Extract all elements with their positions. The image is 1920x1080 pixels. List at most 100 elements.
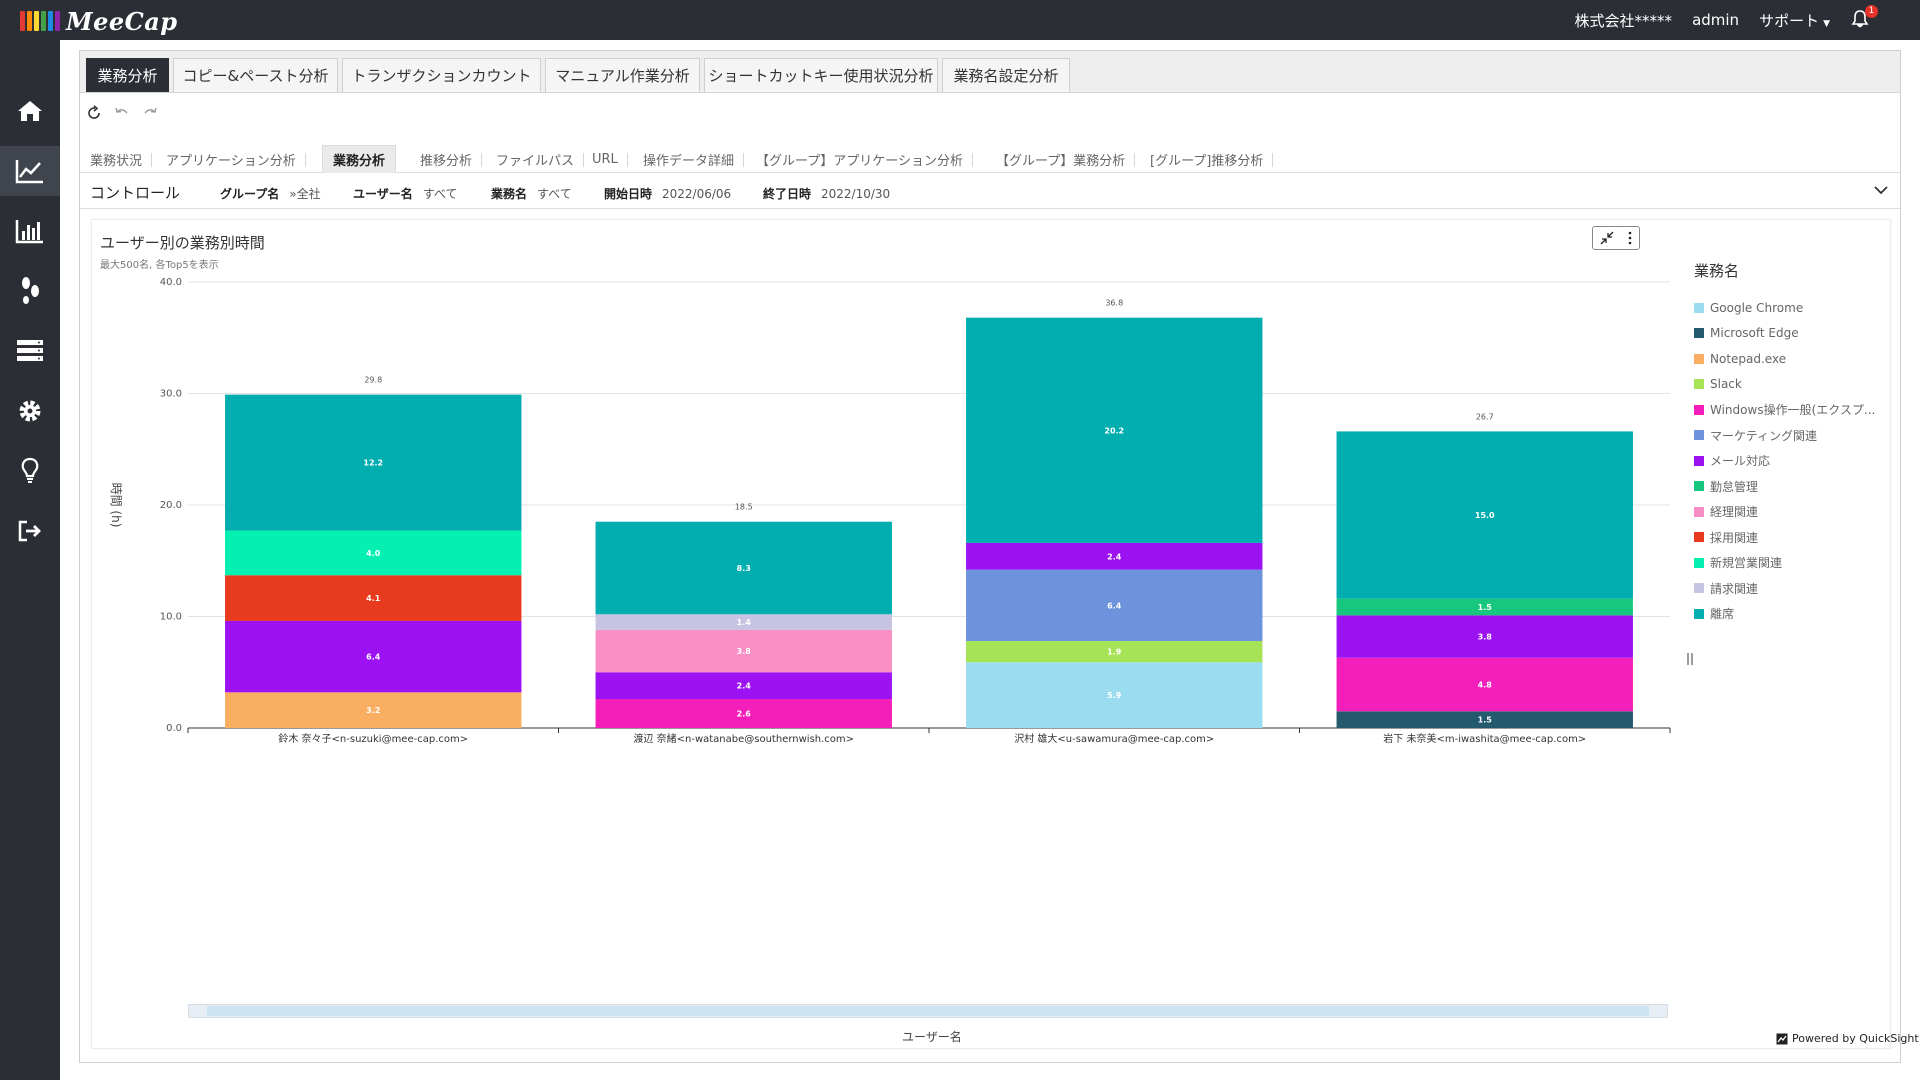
tab-label: 業務分析 xyxy=(97,67,158,85)
tab-manual-work[interactable]: マニュアル作業分析 xyxy=(545,58,700,92)
legend-label: 勤怠管理 xyxy=(1710,479,1759,494)
tab-gyomu-bunseki[interactable]: 業務分析 xyxy=(86,58,169,92)
redo-icon[interactable] xyxy=(142,105,158,121)
bar-chart-icon xyxy=(15,220,43,244)
bar-segment xyxy=(966,641,1263,663)
legend-item[interactable]: Windows操作一般(エクスプ... xyxy=(1694,397,1884,423)
undo-icon[interactable] xyxy=(114,105,130,121)
tab-label: トランザクションカウント xyxy=(351,67,532,85)
legend-item[interactable]: 離席 xyxy=(1694,601,1884,627)
sidebar-item-bar-chart[interactable] xyxy=(0,206,60,256)
sidebar-item-ideas[interactable] xyxy=(0,446,60,496)
legend-item[interactable]: 新規営業関連 xyxy=(1694,550,1884,576)
legend-item[interactable]: Slack xyxy=(1694,372,1884,398)
sidebar-item-footsteps[interactable] xyxy=(0,266,60,316)
subtab-gyomu-jokyo[interactable]: 業務状況 xyxy=(80,145,153,173)
legend-label: Notepad.exe xyxy=(1710,351,1787,366)
app-logo[interactable]: MeeCap xyxy=(20,6,178,36)
legend-swatch xyxy=(1694,608,1704,619)
tab-shortcut-usage[interactable]: ショートカットキー使用状況分析 xyxy=(704,58,938,92)
bar-total-label: 18.5 xyxy=(735,503,753,512)
subtab-url[interactable]: URL xyxy=(582,145,628,173)
x-tick-label: 鈴木 奈々子<n-suzuki@mee-cap.com> xyxy=(278,732,468,745)
filter-value: すべて xyxy=(537,187,572,201)
y-tick-label: 20.0 xyxy=(160,500,182,511)
tab-copy-paste[interactable]: コピー&ペースト分析 xyxy=(173,58,338,92)
bell-icon xyxy=(1851,10,1869,28)
support-menu[interactable]: サポート ▼ xyxy=(1759,10,1830,31)
user-menu[interactable]: admin xyxy=(1692,11,1740,29)
powered-by-text: Powered by QuickSight xyxy=(1792,1032,1919,1045)
resize-handle-icon[interactable] xyxy=(1686,652,1694,666)
legend-label: 離席 xyxy=(1710,607,1735,622)
data-label: 1.5 xyxy=(1478,716,1493,725)
data-label: 6.4 xyxy=(366,653,381,662)
legend-label: 請求関連 xyxy=(1710,581,1759,596)
home-icon xyxy=(18,101,42,121)
notification-button[interactable]: 1 xyxy=(1850,5,1878,31)
bar-segment xyxy=(595,629,892,673)
legend-item[interactable]: 経理関連 xyxy=(1694,499,1884,525)
logo-stripe xyxy=(41,11,46,31)
subtab-group-app[interactable]: 【グループ】アプリケーション分析 xyxy=(746,145,973,173)
subtab-label: 操作データ詳細 xyxy=(643,153,735,169)
legend-label: Microsoft Edge xyxy=(1710,326,1799,341)
bar-segment xyxy=(225,575,522,621)
bar-segment xyxy=(595,672,892,700)
filter-user[interactable]: ユーザー名 すべて xyxy=(353,185,457,202)
scroll-thumb[interactable] xyxy=(207,1006,1649,1016)
sidebar-item-trend[interactable] xyxy=(0,146,60,196)
legend-item[interactable]: 採用関連 xyxy=(1694,525,1884,551)
sidebar xyxy=(0,40,60,1080)
sidebar-item-logout[interactable] xyxy=(0,506,60,556)
control-bar: コントロール グループ名 »全社 ユーザー名 すべて 業務名 すべて 開始日時 2022… xyxy=(80,173,1900,209)
more-options-icon[interactable] xyxy=(1627,231,1633,245)
subtab-group-trend[interactable]: [グループ]推移分析 xyxy=(1140,145,1274,173)
quicksight-icon xyxy=(1776,1033,1788,1044)
chart-scrollbar[interactable] xyxy=(188,1004,1668,1018)
filter-start-date[interactable]: 開始日時 2022/06/06 xyxy=(604,185,731,202)
sidebar-item-settings[interactable] xyxy=(0,386,60,436)
legend-item[interactable]: 請求関連 xyxy=(1694,576,1884,602)
filter-task[interactable]: 業務名 すべて xyxy=(491,185,572,202)
chart-actions xyxy=(1592,226,1640,250)
top-right-menu: 株式会社***** admin サポート ▼ 1 xyxy=(1575,0,1878,40)
sidebar-item-home[interactable] xyxy=(0,86,60,136)
subtab-file-path[interactable]: ファイルパス xyxy=(486,145,585,173)
filter-value: 2022/06/06 xyxy=(662,187,732,201)
collapse-icon[interactable] xyxy=(1600,231,1614,245)
legend-item[interactable]: 勤怠管理 xyxy=(1694,474,1884,500)
filter-group[interactable]: グループ名 »全社 xyxy=(220,185,321,202)
subtab-gyomu-bunseki[interactable]: 業務分析 xyxy=(322,145,397,173)
tab-task-name-settings[interactable]: 業務名設定分析 xyxy=(942,58,1070,92)
subtab-label: 業務状況 xyxy=(90,153,143,169)
reset-icon[interactable] xyxy=(86,105,102,121)
data-label: 8.3 xyxy=(737,564,751,573)
subtab-trend[interactable]: 推移分析 xyxy=(410,145,483,173)
legend-swatch xyxy=(1694,455,1704,466)
bar-segment xyxy=(1336,431,1633,599)
data-label: 3.8 xyxy=(1478,633,1493,642)
legend-item[interactable]: Microsoft Edge xyxy=(1694,321,1884,347)
filter-label: 終了日時 xyxy=(763,187,812,201)
tab-transaction-count[interactable]: トランザクションカウント xyxy=(342,58,541,92)
footsteps-icon xyxy=(22,277,39,304)
subtab-app-analysis[interactable]: アプリケーション分析 xyxy=(156,145,306,173)
subtab-group-gyomu[interactable]: 【グループ】業務分析 xyxy=(986,145,1136,173)
bar-segment xyxy=(1336,615,1633,658)
server-list-icon xyxy=(17,340,43,361)
legend-item[interactable]: メール対応 xyxy=(1694,448,1884,474)
bar-segment xyxy=(1336,711,1633,728)
y-tick-label: 10.0 xyxy=(160,612,182,623)
data-label: 15.0 xyxy=(1475,511,1495,520)
data-label: 4.0 xyxy=(366,549,381,558)
subtab-operation-detail[interactable]: 操作データ詳細 xyxy=(633,145,745,173)
legend-item[interactable]: Notepad.exe xyxy=(1694,346,1884,372)
sidebar-item-server[interactable] xyxy=(0,326,60,376)
filter-end-date[interactable]: 終了日時 2022/10/30 xyxy=(763,185,890,202)
logo-stripe xyxy=(34,11,39,31)
chevron-down-icon[interactable] xyxy=(1872,181,1890,199)
legend-item[interactable]: Google Chrome xyxy=(1694,295,1884,321)
legend-item[interactable]: マーケティング関連 xyxy=(1694,423,1884,449)
caret-down-icon: ▼ xyxy=(1823,18,1830,29)
